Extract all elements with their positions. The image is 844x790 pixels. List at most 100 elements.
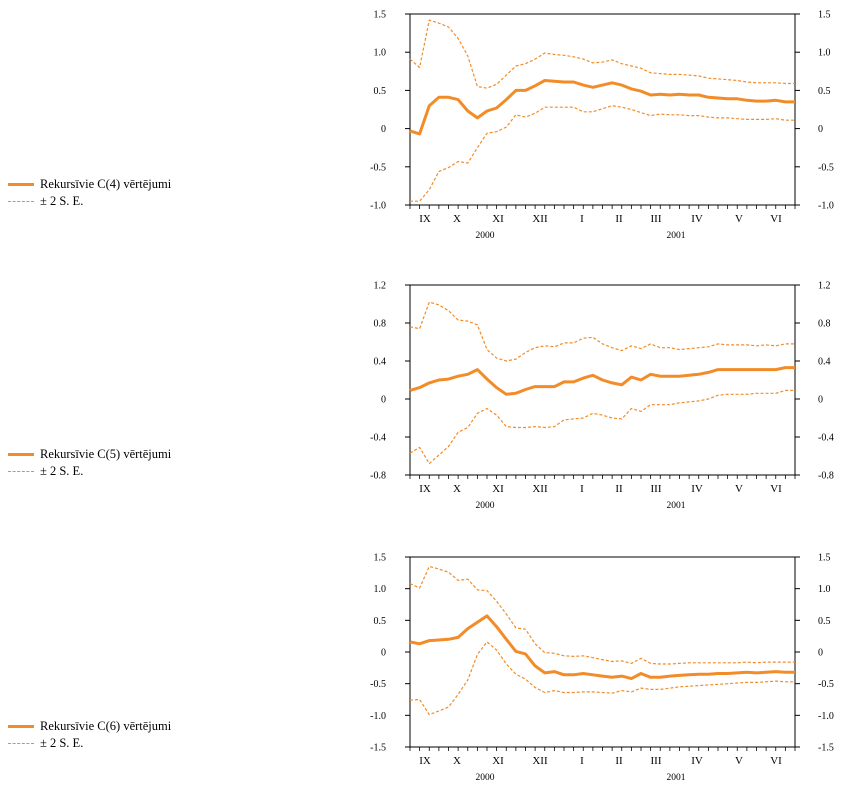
x-tick-label: VI [770, 755, 782, 767]
y-tick-label-left: -0.5 [370, 162, 386, 173]
x-tick-label: V [735, 213, 743, 225]
y-tick-label-left: -0.8 [370, 471, 386, 482]
chart-panel-2: 1.2 1.2 0.8 0.8 0.4 0.4 0 0 -0.4 -0.4 -0.8 -0.8 IX X X… [370, 281, 834, 512]
solid-line-swatch [8, 183, 34, 186]
y-tick-label-left: -1.0 [370, 201, 386, 212]
lower-se-line [410, 105, 795, 202]
y-tick-label-right: 0.4 [818, 357, 831, 368]
y-tick-label-right: 1.0 [818, 584, 831, 595]
plot-frame [409, 556, 796, 748]
solid-line-swatch [8, 725, 34, 728]
x-tick-label: IX [419, 483, 431, 495]
y-tick-label-left: 0.5 [374, 86, 387, 97]
x-tick-label: XII [532, 755, 548, 767]
y-tick-label-left: 1.5 [374, 553, 387, 564]
x-tick-label: XI [492, 483, 504, 495]
y-tick-label-left: 0.4 [374, 357, 387, 368]
y-tick-label-left: 1.0 [374, 48, 387, 59]
x-tick-label: V [735, 755, 743, 767]
x-tick-label: XII [532, 213, 548, 225]
y-tick-label-right: -0.4 [818, 433, 834, 444]
solid-line-swatch [8, 453, 34, 456]
upper-se-line [409, 565, 795, 665]
upper-se-line [409, 19, 795, 89]
legend-entry-estimate: Rekursīvie C(5) vērtējumi [8, 446, 171, 463]
y-tick-label-left: -1.0 [370, 711, 386, 722]
estimate-series-line [409, 614, 795, 681]
x-tick-label: XI [492, 755, 504, 767]
x-tick-label: X [453, 483, 461, 495]
legend-label: ± 2 S. E. [40, 736, 84, 750]
y-tick-label-left: 1.2 [374, 281, 387, 292]
x-tick-label: II [615, 755, 623, 767]
lower-se-line [409, 389, 795, 465]
year-label: 2001 [667, 501, 686, 511]
year-label: 2001 [667, 231, 686, 241]
y-tick-label-right: 1.0 [818, 48, 831, 59]
x-tick-label: II [615, 483, 623, 495]
y-tick-label-right: 0 [818, 124, 823, 135]
legend-entry-se: ± 2 S. E. [8, 735, 171, 752]
legend-entry-se: ± 2 S. E. [8, 463, 171, 480]
chart-panel-3: 1.5 1.5 1.0 1.0 0.5 0.5 0 0 -0.5 -0.5 -1.0 -1.0 -1.5… [370, 553, 834, 784]
dashed-line-swatch [8, 471, 34, 472]
y-tick-label-right: -0.8 [818, 471, 834, 482]
x-tick-label: VI [770, 213, 782, 225]
y-tick-label-left: 0.8 [374, 319, 387, 330]
legend-entry-estimate: Rekursīvie C(4) vērtējumi [8, 176, 171, 193]
y-tick-label-left: -1.5 [370, 743, 386, 754]
x-tick-label: I [580, 213, 584, 225]
y-tick-label-left: 0 [381, 648, 386, 659]
year-label: 2000 [476, 773, 495, 783]
y-tick-label-left: 0 [381, 395, 386, 406]
x-tick-label: III [651, 213, 662, 225]
x-tick-label: I [580, 483, 584, 495]
legend-label: ± 2 S. E. [40, 194, 84, 208]
y-tick-label-right: 0 [818, 648, 823, 659]
x-tick-label: V [735, 483, 743, 495]
y-tick-label-right: 0.8 [818, 319, 831, 330]
y-tick-label-right: 0 [818, 395, 823, 406]
legend-1: Rekursīvie C(4) vērtējumi ± 2 S. E. [8, 176, 171, 210]
dashed-line-swatch [8, 743, 34, 744]
x-tick-label: IV [691, 213, 703, 225]
estimate-series-line [409, 79, 795, 136]
lower-se-line [409, 641, 795, 716]
year-label: 2001 [667, 773, 686, 783]
upper-se-line [409, 301, 795, 362]
legend-label: ± 2 S. E. [40, 464, 84, 478]
x-tick-label: XI [492, 213, 504, 225]
legend-label: Rekursīvie C(6) vērtējumi [40, 719, 172, 733]
x-tick-label: IX [419, 755, 431, 767]
y-tick-label-right: 0.5 [818, 86, 831, 97]
y-tick-label-left: 1.5 [374, 10, 387, 21]
y-tick-label-right: -0.5 [818, 679, 834, 690]
dashed-line-swatch [8, 201, 34, 202]
x-tick-label: IV [691, 483, 703, 495]
estimate-series-line [409, 366, 795, 396]
legend-label: Rekursīvie C(4) vērtējumi [40, 177, 172, 191]
y-tick-label-right: -1.0 [818, 201, 834, 212]
y-tick-label-right: 1.5 [818, 553, 831, 564]
y-tick-label-right: 1.5 [818, 10, 831, 21]
x-tick-label: I [580, 755, 584, 767]
y-tick-label-left: 0.5 [374, 616, 387, 627]
chart-panel-1: 1.5 1.5 1.0 1.0 0.5 0.5 0 0 -0.5 -0.5 -1.0 -1.0 IX X X… [370, 10, 834, 242]
y-tick-label-right: -0.5 [818, 162, 834, 173]
x-tick-label: VI [770, 483, 782, 495]
x-tick-label: IX [419, 213, 431, 225]
x-tick-label: III [651, 483, 662, 495]
legend-label: Rekursīvie C(5) vērtējumi [40, 447, 172, 461]
y-tick-label-left: -0.4 [370, 433, 386, 444]
legend-entry-se: ± 2 S. E. [8, 193, 171, 210]
year-label: 2000 [476, 231, 495, 241]
x-tick-label: X [453, 213, 461, 225]
y-tick-label-right: 1.2 [818, 281, 831, 292]
legend-entry-estimate: Rekursīvie C(6) vērtējumi [8, 718, 171, 735]
legend-3: Rekursīvie C(6) vērtējumi ± 2 S. E. [8, 718, 171, 752]
x-tick-label: X [453, 755, 461, 767]
x-tick-label: IV [691, 755, 703, 767]
y-tick-label-right: -1.5 [818, 743, 834, 754]
y-tick-label-right: 0.5 [818, 616, 831, 627]
